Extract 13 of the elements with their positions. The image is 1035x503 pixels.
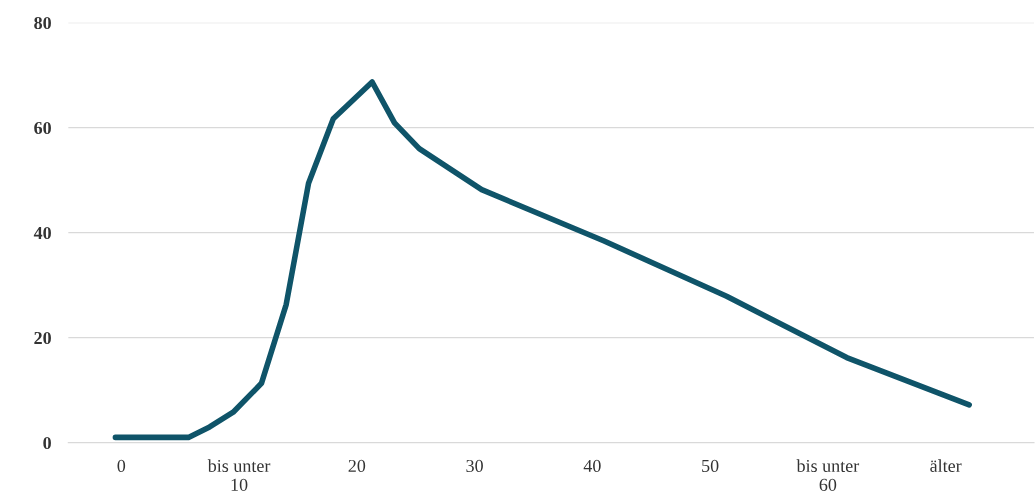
x-tick-label: bis unter 10 [207,459,271,491]
y-tick-label: 60 [34,121,51,135]
x-tick-label: 50 [702,459,719,473]
x-tick-label: 40 [583,459,601,473]
y-tick-label: 80 [34,16,51,30]
x-tick-label: 0 [117,459,126,473]
x-tick-label: bis unter 60 [796,459,860,491]
x-tick-label: 20 [348,459,366,473]
x-tick-label: 30 [466,459,483,473]
y-tick-label: 40 [33,226,51,240]
y-tick-label: 0 [43,436,51,450]
x-tick-label: älter [930,459,962,473]
y-tick-label: 20 [34,331,51,345]
